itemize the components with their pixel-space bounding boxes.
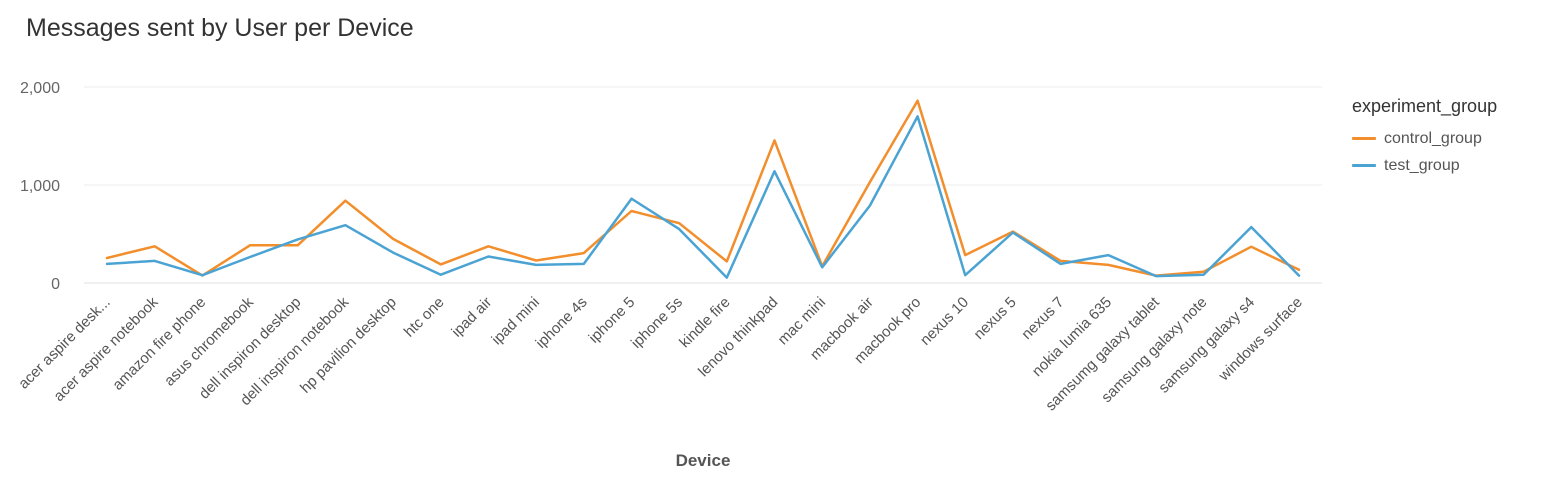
data-point-test-group[interactable] bbox=[390, 250, 396, 256]
data-point-test-group[interactable] bbox=[247, 254, 253, 260]
data-point-test-group[interactable] bbox=[199, 272, 205, 278]
data-point-test-group[interactable] bbox=[581, 261, 587, 267]
data-point-test-group[interactable] bbox=[676, 226, 682, 232]
series-line-test-group[interactable] bbox=[105, 115, 1301, 279]
x-tick-label: iphone 5s bbox=[628, 294, 686, 352]
grid-layer bbox=[84, 86, 1322, 284]
data-point-control-group[interactable] bbox=[962, 252, 968, 258]
x-tick-label: windows surface bbox=[1215, 294, 1306, 385]
data-point-test-group[interactable] bbox=[1105, 252, 1111, 258]
data-point-test-group[interactable] bbox=[1058, 261, 1064, 267]
data-point-test-group[interactable] bbox=[772, 168, 778, 174]
x-tick-label: nexus 10 bbox=[917, 294, 972, 349]
data-point-control-group[interactable] bbox=[629, 208, 635, 214]
data-point-test-group[interactable] bbox=[295, 236, 301, 242]
data-point-test-group[interactable] bbox=[629, 196, 635, 202]
data-point-test-group[interactable] bbox=[915, 113, 921, 119]
y-tick-label: 0 bbox=[51, 276, 60, 293]
x-tick-label: iphone 4s bbox=[533, 294, 591, 352]
data-point-control-group[interactable] bbox=[867, 179, 873, 185]
y-tick-label: 1,000 bbox=[20, 178, 60, 195]
x-axis-label: Device bbox=[676, 451, 731, 470]
series-line-control-group[interactable] bbox=[105, 99, 1301, 277]
x-tick-label: asus chromebook bbox=[161, 293, 257, 389]
data-point-test-group[interactable] bbox=[1010, 230, 1016, 236]
data-point-control-group[interactable] bbox=[342, 198, 348, 204]
data-point-test-group[interactable] bbox=[1201, 272, 1207, 278]
data-point-control-group[interactable] bbox=[247, 242, 253, 248]
data-point-control-group[interactable] bbox=[390, 236, 396, 242]
data-point-control-group[interactable] bbox=[676, 220, 682, 226]
x-tick-label: htc one bbox=[401, 294, 448, 341]
data-point-control-group[interactable] bbox=[104, 255, 110, 261]
data-point-control-group[interactable] bbox=[1248, 244, 1254, 250]
legend-item-test-group[interactable]: test_group bbox=[1352, 152, 1497, 179]
x-axis-ticks: acer aspire desk...acer aspire notebooka… bbox=[15, 293, 1306, 414]
legend-label-test-group: test_group bbox=[1384, 156, 1460, 174]
data-point-control-group[interactable] bbox=[724, 258, 730, 264]
data-point-control-group[interactable] bbox=[772, 137, 778, 143]
data-point-test-group[interactable] bbox=[724, 275, 730, 281]
series-layer bbox=[104, 98, 1302, 281]
data-point-test-group[interactable] bbox=[962, 272, 968, 278]
legend: experiment_group control_group test_grou… bbox=[1352, 96, 1497, 179]
y-tick-label: 2,000 bbox=[20, 80, 60, 97]
legend-label-control-group: control_group bbox=[1384, 129, 1482, 147]
legend-title: experiment_group bbox=[1352, 96, 1498, 116]
data-point-test-group[interactable] bbox=[152, 258, 158, 264]
legend-item-control-group[interactable]: control_group bbox=[1352, 125, 1497, 152]
legend-swatch-control-group bbox=[1352, 137, 1376, 140]
data-point-control-group[interactable] bbox=[152, 243, 158, 249]
data-point-test-group[interactable] bbox=[819, 264, 825, 270]
data-point-test-group[interactable] bbox=[1296, 273, 1302, 279]
data-point-test-group[interactable] bbox=[1248, 224, 1254, 230]
x-tick-label: nexus 5 bbox=[971, 294, 1020, 343]
data-point-control-group[interactable] bbox=[581, 250, 587, 256]
data-point-test-group[interactable] bbox=[485, 254, 491, 260]
data-point-control-group[interactable] bbox=[1105, 262, 1111, 268]
data-point-test-group[interactable] bbox=[438, 272, 444, 278]
data-point-control-group[interactable] bbox=[295, 242, 301, 248]
data-point-test-group[interactable] bbox=[533, 262, 539, 268]
data-point-test-group[interactable] bbox=[104, 261, 110, 267]
data-point-test-group[interactable] bbox=[867, 203, 873, 209]
data-point-control-group[interactable] bbox=[485, 243, 491, 249]
legend-swatch-test-group bbox=[1352, 164, 1376, 167]
y-axis-ticks: 0 1,000 2,000 bbox=[20, 80, 60, 293]
data-point-control-group[interactable] bbox=[438, 261, 444, 267]
data-point-test-group[interactable] bbox=[1153, 273, 1159, 279]
data-point-control-group[interactable] bbox=[915, 98, 921, 104]
x-tick-label: ipad air bbox=[448, 294, 495, 341]
chart-title: Messages sent by User per Device bbox=[26, 14, 414, 42]
data-point-test-group[interactable] bbox=[342, 222, 348, 228]
